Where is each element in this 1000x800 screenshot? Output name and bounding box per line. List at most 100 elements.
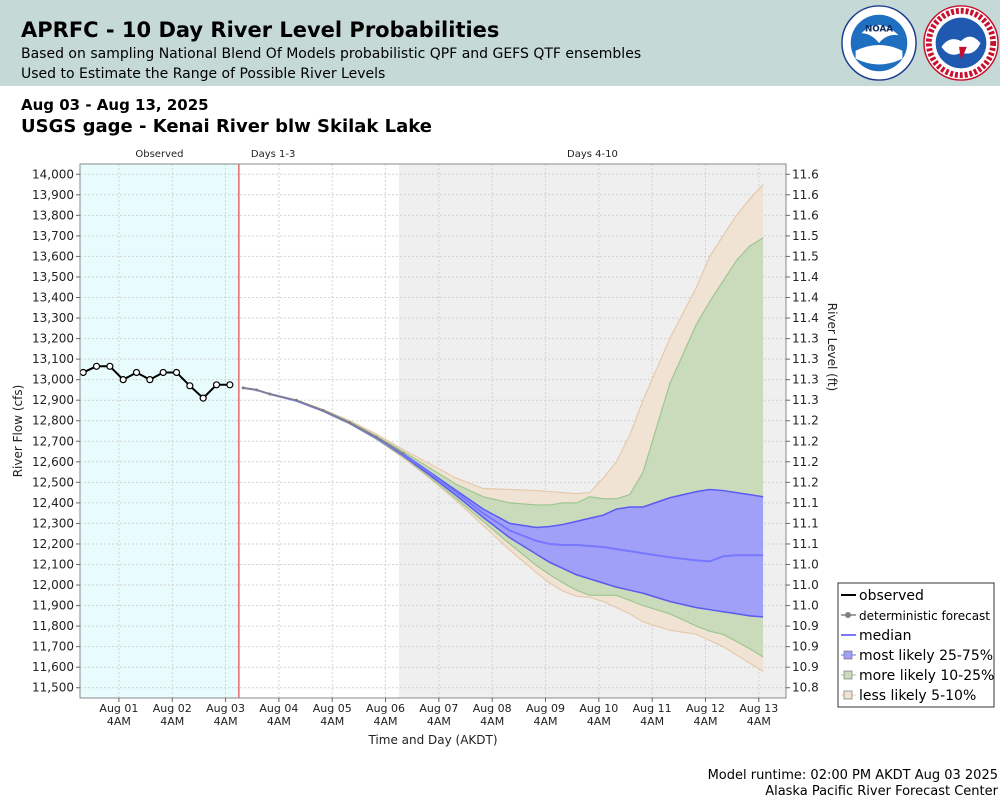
x-tick-day-label: Aug 03: [206, 702, 245, 715]
observed-point: [159, 368, 167, 377]
y-right-tick-label: 11.1: [792, 516, 819, 530]
deterministic-point: [401, 452, 405, 456]
y-right-tick-label: 11.3: [792, 332, 819, 346]
legend-label: more likely 10-25%: [859, 668, 994, 684]
page-subtitle-secondary: Used to Estimate the Range of Possible R…: [21, 66, 386, 82]
y-tick-label: 12,300: [32, 516, 74, 530]
observed-point: [79, 368, 87, 377]
period-label: Days 1-3: [251, 149, 295, 160]
y-tick-label: 11,800: [32, 619, 74, 633]
y-tick-label: 13,700: [32, 229, 74, 243]
gage-name: USGS gage - Kenai River blw Skilak Lake: [21, 116, 432, 137]
header-banner: APRFC - 10 Day River Level Probabilities…: [0, 0, 1000, 86]
observed-point: [92, 362, 101, 370]
observed-point: [146, 376, 154, 384]
x-tick-time-label: 4AM: [480, 715, 504, 728]
y-right-tick-label: 10.8: [792, 681, 819, 695]
y-right-axis-title: River Level (ft): [825, 303, 839, 391]
observed-point: [226, 381, 234, 389]
y-tick-label: 13,200: [32, 332, 74, 346]
deterministic-point: [374, 435, 378, 439]
y-tick-label: 12,800: [32, 414, 74, 428]
deterministic-line: [243, 387, 404, 455]
y-axis-title: River Flow (cfs): [11, 385, 25, 478]
deterministic-point: [294, 398, 298, 402]
y-tick-label: 13,100: [32, 352, 74, 366]
x-tick-day-label: Aug 06: [366, 702, 405, 715]
x-tick-time-label: 4AM: [693, 715, 717, 728]
y-tick-label: 12,100: [32, 558, 74, 572]
x-tick-day-label: Aug 13: [739, 702, 778, 715]
page-subtitle: Based on sampling National Blend Of Mode…: [21, 46, 642, 62]
y-right-tick-label: 10.9: [792, 640, 819, 654]
legend-swatch-band_25_75: [843, 650, 853, 660]
y-tick-label: 12,000: [32, 578, 74, 592]
y-right-tick-label: 11.3: [792, 393, 819, 407]
x-tick-day-label: Aug 08: [473, 702, 512, 715]
model-runtime: Model runtime: 02:00 PM AKDT Aug 03 2025: [707, 768, 998, 783]
x-tick-time-label: 4AM: [214, 715, 238, 728]
y-tick-label: 13,300: [32, 311, 74, 325]
y-tick-label: 11,900: [32, 599, 74, 613]
y-tick-label: 12,400: [32, 496, 74, 510]
band-10-25-lower: [243, 387, 764, 657]
legend-label: most likely 25-75%: [859, 648, 993, 664]
y-tick-label: 11,500: [32, 681, 74, 695]
y-right-tick-label: 11.6: [792, 188, 819, 202]
y-right-tick-label: 11.2: [792, 475, 819, 489]
y-tick-label: 13,000: [32, 373, 74, 387]
y-tick-label: 11,600: [32, 660, 74, 674]
x-tick-day-label: Aug 02: [153, 702, 192, 715]
period-0-shade: [80, 164, 239, 698]
y-tick-label: 12,600: [32, 455, 74, 469]
y-tick-label: 13,800: [32, 208, 74, 222]
x-tick-time-label: 4AM: [107, 715, 131, 728]
x-tick-day-label: Aug 11: [633, 702, 672, 715]
x-tick-time-label: 4AM: [640, 715, 664, 728]
x-tick-day-label: Aug 12: [686, 702, 725, 715]
period-label: Days 4-10: [567, 149, 618, 160]
legend-label: median: [859, 628, 911, 644]
y-right-tick-label: 10.9: [792, 619, 819, 633]
x-tick-time-label: 4AM: [160, 715, 184, 728]
legend-swatch-band_10_25: [843, 670, 853, 680]
y-right-tick-label: 11.5: [792, 249, 819, 263]
observed-point: [199, 394, 207, 402]
y-right-tick-label: 11.4: [792, 270, 819, 284]
y-tick-label: 11,700: [32, 640, 74, 654]
x-tick-time-label: 4AM: [267, 715, 291, 728]
y-right-tick-label: 11.4: [792, 291, 819, 305]
observed-point: [106, 362, 114, 370]
y-right-tick-label: 11.0: [792, 578, 819, 592]
y-tick-label: 13,600: [32, 249, 74, 263]
deterministic-point: [268, 392, 272, 396]
x-tick-time-label: 4AM: [747, 715, 771, 728]
observed-point: [186, 382, 194, 390]
legend-swatch-band_5_10: [843, 690, 853, 700]
y-right-tick-label: 11.3: [792, 352, 819, 366]
p95-line: [243, 184, 764, 495]
legend-box: [837, 582, 995, 708]
date-range: Aug 03 - Aug 13, 2025: [21, 96, 209, 114]
y-right-tick-label: 11.2: [792, 455, 819, 469]
y-right-tick-label: 11.1: [792, 496, 819, 510]
y-right-tick-label: 11.6: [792, 167, 819, 181]
legend-label: less likely 5-10%: [859, 688, 976, 704]
national-weather-service-logo: [923, 5, 999, 81]
y-tick-label: 13,500: [32, 270, 74, 284]
y-right-tick-label: 11.6: [792, 208, 819, 222]
observed-point: [212, 381, 221, 389]
noaa-logo: NOAA: [841, 5, 917, 81]
x-axis-title: Time and Day (AKDT): [367, 733, 497, 747]
period-label: Observed: [135, 149, 183, 160]
y-tick-label: 13,900: [32, 188, 74, 202]
x-tick-time-label: 4AM: [320, 715, 344, 728]
x-tick-time-label: 4AM: [374, 715, 398, 728]
forecast-center: Alaska Pacific River Forecast Center: [765, 784, 998, 799]
y-tick-label: 12,700: [32, 434, 74, 448]
x-tick-day-label: Aug 09: [526, 702, 565, 715]
y-tick-label: 13,400: [32, 291, 74, 305]
observed-point: [119, 376, 127, 384]
deterministic-point: [241, 386, 245, 390]
y-right-tick-label: 11.5: [792, 229, 819, 243]
